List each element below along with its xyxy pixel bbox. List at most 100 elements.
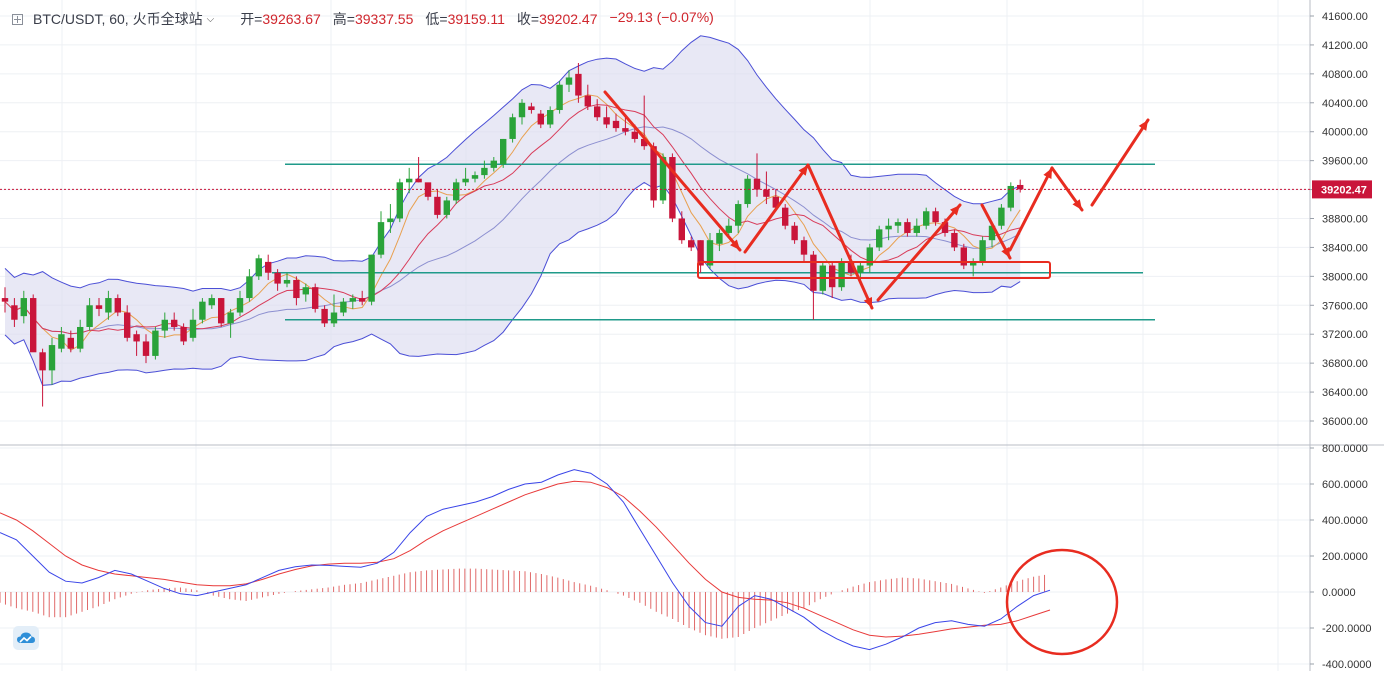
- candle-body: [302, 287, 309, 295]
- candle: [650, 142, 657, 208]
- candle-body: [349, 298, 356, 302]
- candle-body: [547, 110, 554, 125]
- candle-body: [998, 207, 1005, 226]
- candle-body: [753, 178, 761, 190]
- candle: [800, 236, 808, 262]
- trend-arrow-line: [1090, 118, 1150, 207]
- candles: [1, 63, 1024, 407]
- candle: [274, 269, 281, 291]
- candle: [67, 330, 74, 353]
- macd-signal-line: [0, 480, 1051, 638]
- candle: [453, 178, 460, 205]
- candle-body: [829, 265, 836, 288]
- candle-body: [735, 204, 742, 226]
- candle: [490, 157, 497, 172]
- candle-body: [236, 298, 244, 313]
- candle-body: [171, 319, 178, 327]
- candle: [312, 283, 319, 313]
- candle-body: [218, 298, 225, 324]
- trend-arrow-head: [1138, 120, 1148, 131]
- trend-arrow-line: [1008, 166, 1054, 252]
- macd-highlight-circle: [1005, 548, 1119, 656]
- candle-body: [11, 305, 18, 320]
- collapse-legend-icon[interactable]: [12, 13, 23, 25]
- cloud-icon: [17, 632, 35, 643]
- candle-body: [86, 305, 93, 327]
- candle-body: [406, 178, 413, 183]
- candle-body: [528, 106, 535, 111]
- candle-body: [283, 279, 291, 284]
- candle-body: [631, 131, 638, 139]
- candle-body: [95, 305, 103, 309]
- candle-body: [124, 312, 131, 338]
- chevron-down-icon[interactable]: ⌵: [206, 13, 215, 25]
- macd-tick-label: 600.0000: [1322, 479, 1368, 491]
- candle-body: [359, 298, 366, 302]
- candle-body: [377, 222, 385, 255]
- candle: [124, 305, 131, 342]
- candle: [735, 200, 742, 233]
- candle-body: [321, 308, 328, 324]
- candle-body: [932, 211, 939, 223]
- candle: [30, 294, 37, 353]
- candle: [1017, 179, 1024, 193]
- trend-arrow-head: [950, 205, 960, 216]
- candle: [894, 218, 902, 233]
- symbol-label[interactable]: BTC/USDT, 60, 火币全球站: [33, 11, 203, 27]
- candle-body: [612, 120, 620, 129]
- candle: [678, 211, 685, 244]
- macd-tick-label: 400.0000: [1322, 515, 1368, 527]
- candle-body: [67, 337, 74, 349]
- candle: [509, 113, 516, 143]
- candle: [302, 283, 309, 302]
- candle: [697, 240, 704, 273]
- macd-tick-label: 0.0000: [1322, 587, 1356, 599]
- candle: [368, 254, 375, 306]
- candle-body: [39, 352, 46, 371]
- candle: [462, 167, 469, 186]
- trend-arrow-head: [730, 239, 740, 250]
- price-tick-label: 40000.00: [1322, 127, 1368, 139]
- candle-body: [838, 261, 845, 288]
- candle: [763, 171, 770, 205]
- candle-body: [641, 138, 648, 147]
- candle-body: [603, 117, 610, 125]
- price-tick-label: 38400.00: [1322, 242, 1368, 254]
- candle: [39, 348, 46, 407]
- candle: [866, 243, 873, 273]
- tradingview-logo[interactable]: [13, 626, 39, 650]
- candle-body: [142, 341, 150, 356]
- candle-body: [866, 247, 873, 266]
- price-tick-label: 41600.00: [1322, 11, 1368, 23]
- candle: [565, 70, 573, 92]
- candle-body: [584, 95, 591, 107]
- candle: [594, 99, 601, 121]
- candle-body: [368, 254, 375, 302]
- high-value: 高=39337.55: [332, 11, 414, 27]
- candle-body: [114, 298, 121, 313]
- candle-body: [697, 240, 704, 266]
- candle: [791, 222, 798, 244]
- candle-body: [669, 157, 676, 219]
- candle: [688, 236, 695, 252]
- candle: [584, 84, 591, 111]
- trend-arrow-head: [1001, 247, 1010, 258]
- candle-body: [894, 222, 902, 226]
- price-axis: 41600.00 41200.00 40800.00 40400.00 40000.00…: [1310, 11, 1368, 428]
- candle: [11, 298, 18, 327]
- candle: [556, 81, 563, 114]
- candle: [622, 117, 629, 136]
- candle-body: [594, 106, 601, 118]
- candle: [265, 254, 272, 280]
- candle: [86, 298, 93, 331]
- candle: [321, 305, 328, 327]
- macd-tick-label: -400.0000: [1322, 659, 1372, 671]
- candle-body: [255, 258, 262, 277]
- candle: [547, 106, 554, 129]
- candle-body: [518, 102, 526, 118]
- candle-body: [152, 330, 159, 356]
- candle: [471, 171, 479, 183]
- candle-body: [20, 298, 27, 317]
- candle-body: [565, 77, 573, 85]
